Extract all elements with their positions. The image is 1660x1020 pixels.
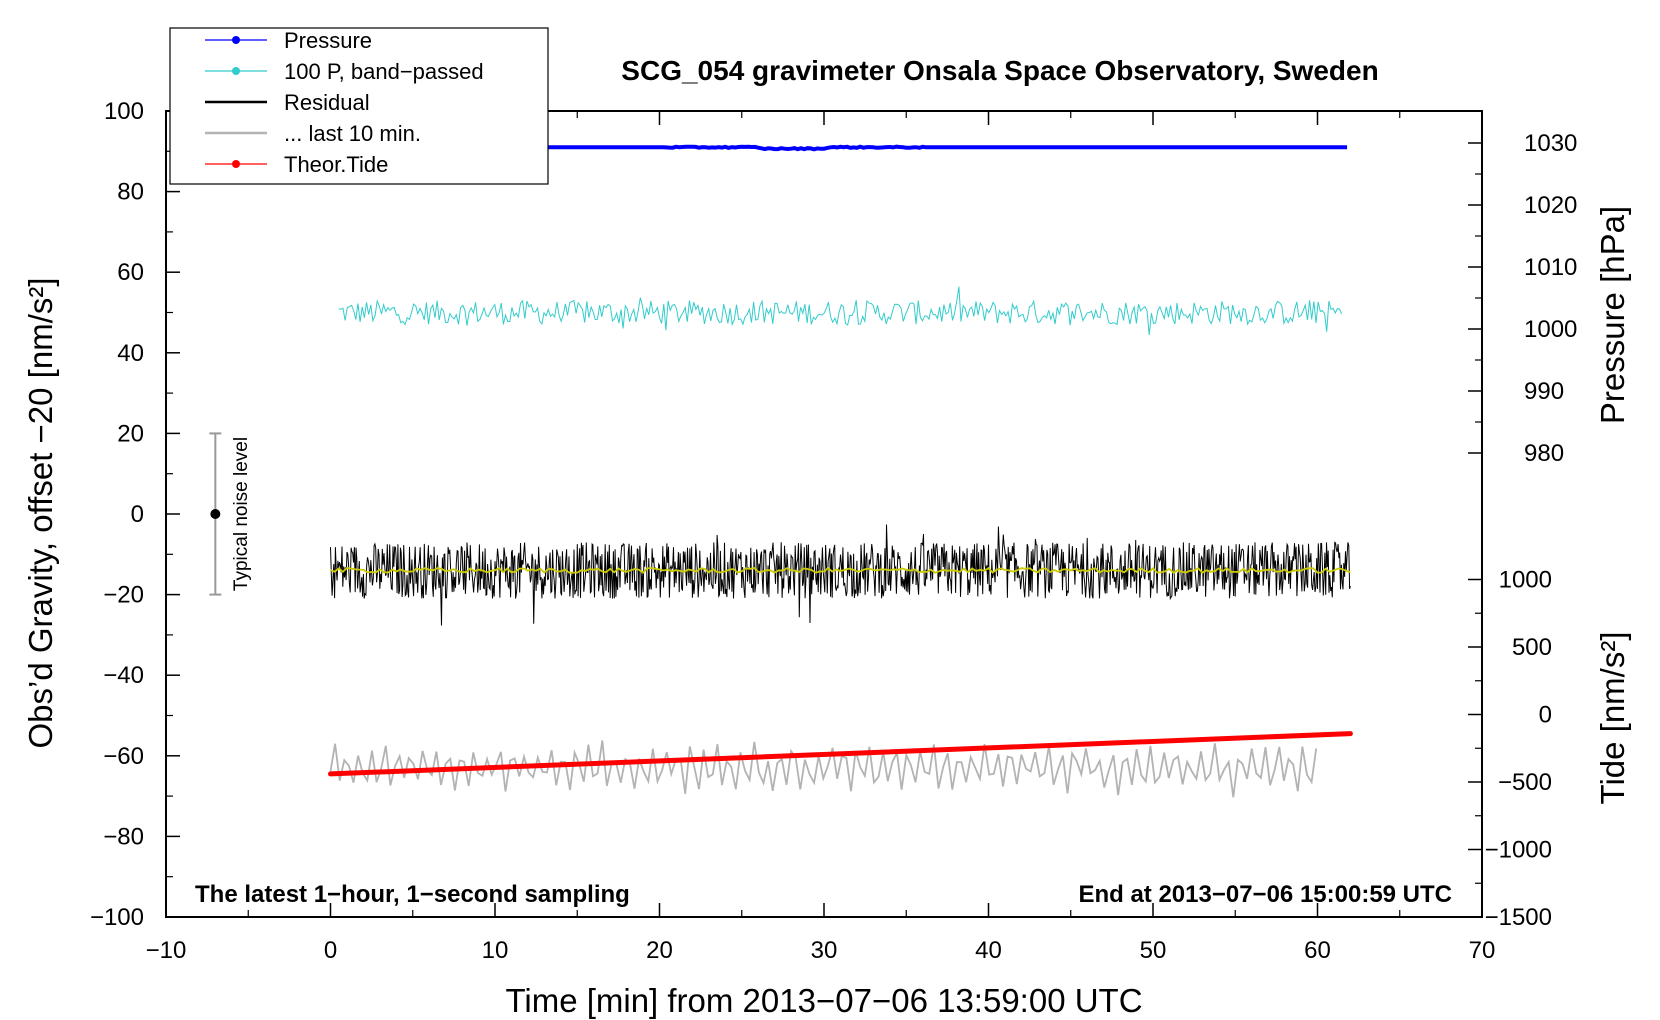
y-tick-label: −80 [103, 823, 144, 850]
noise-level-bar [209, 432, 222, 596]
x-tick-label: 70 [1469, 937, 1496, 964]
y-tick-label: −20 [103, 582, 144, 609]
tide-tick-label: 500 [1512, 634, 1552, 661]
x-tick-label: 0 [324, 937, 337, 964]
tide-tick-label: −1500 [1485, 904, 1552, 931]
y-axis-left: −100 −80 −60 −40 −20 0 20 40 60 80 100 [90, 98, 180, 931]
y-tick-label: 60 [117, 259, 144, 286]
series-theor-tide [328, 731, 1353, 777]
plot-frame [165, 110, 1483, 918]
pressure-tick-label: 990 [1524, 378, 1564, 405]
legend-label: Theor.Tide [284, 152, 388, 177]
chart-title: SCG_054 gravimeter Onsala Space Observat… [621, 55, 1378, 86]
legend-label: Residual [284, 90, 370, 115]
legend-label: ... last 10 min. [284, 121, 421, 146]
tide-tick-label: −500 [1498, 769, 1552, 796]
series-band-passed [338, 286, 1343, 336]
x-tick-label: 40 [975, 937, 1002, 964]
legend-marker [232, 36, 240, 44]
x-axis: −10 0 10 20 30 40 50 60 70 [146, 111, 1496, 964]
series-residual-smoothed [330, 566, 1351, 574]
x-axis-title: Time [min] from 2013−07−06 13:59:00 UTC [505, 982, 1142, 1019]
x-tick-label: −10 [146, 937, 187, 964]
y-tick-label: −40 [103, 662, 144, 689]
tide-tick-label: 1000 [1499, 567, 1552, 594]
annotation-sampling: The latest 1−hour, 1−second sampling [195, 881, 630, 908]
x-tick-label: 60 [1304, 937, 1331, 964]
series-layer [328, 144, 1353, 798]
x-tick-label: 30 [811, 937, 838, 964]
pressure-tick-label: 980 [1524, 440, 1564, 467]
annotation-end-time: End at 2013−07−06 15:00:59 UTC [1078, 881, 1452, 908]
y-tick-label: −100 [90, 904, 144, 931]
noise-level-label: Typical noise level [231, 437, 252, 591]
legend: Pressure 100 P, band−passed Residual ... la… [169, 27, 549, 185]
y-axis-pressure: 980 990 1000 1010 1020 1030 [1468, 130, 1577, 467]
y-axis-tide-title: Tide [nm/s²] [1594, 632, 1631, 805]
x-tick-label: 50 [1140, 937, 1167, 964]
legend-label: 100 P, band−passed [284, 59, 484, 84]
tide-tick-label: 0 [1539, 702, 1552, 729]
y-tick-label: 20 [117, 420, 144, 447]
pressure-tick-label: 1030 [1524, 130, 1577, 157]
pressure-tick-label: 1000 [1524, 316, 1577, 343]
y-tick-label: 40 [117, 340, 144, 367]
noise-bar-center-dot [210, 509, 221, 519]
pressure-tick-label: 1010 [1524, 254, 1577, 281]
legend-label: Pressure [284, 28, 372, 53]
legend-box [169, 27, 549, 185]
y-tick-label: 80 [117, 179, 144, 206]
y-axis-pressure-title: Pressure [hPa] [1594, 206, 1631, 424]
y-tick-label: −60 [103, 743, 144, 770]
x-tick-label: 10 [482, 937, 509, 964]
y-axis-tide: −1500 −1000 −500 0 500 1000 [1468, 567, 1552, 931]
y-tick-label: 0 [131, 501, 144, 528]
y-tick-label: 100 [104, 98, 144, 125]
tide-tick-label: −1000 [1485, 837, 1552, 864]
y-axis-left-title: Obs’d Gravity, offset −20 [nm/s²] [22, 277, 59, 748]
pressure-tick-label: 1020 [1524, 192, 1577, 219]
series-residual [330, 524, 1351, 626]
legend-marker [232, 67, 240, 75]
legend-marker [232, 160, 240, 168]
x-tick-label: 20 [646, 937, 673, 964]
